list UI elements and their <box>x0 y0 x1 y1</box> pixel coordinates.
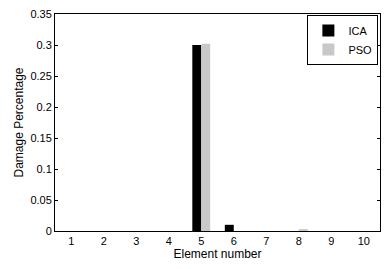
svg-text:0.05: 0.05 <box>30 194 51 206</box>
svg-text:8: 8 <box>296 235 302 247</box>
svg-text:0.15: 0.15 <box>30 132 51 144</box>
svg-text:PSO: PSO <box>348 44 372 56</box>
svg-text:0.2: 0.2 <box>37 101 52 113</box>
svg-text:3: 3 <box>133 235 139 247</box>
svg-text:ICA: ICA <box>348 25 367 37</box>
svg-text:9: 9 <box>328 235 334 247</box>
svg-text:Element number: Element number <box>173 247 261 261</box>
svg-text:0.25: 0.25 <box>30 70 51 82</box>
svg-text:0.35: 0.35 <box>30 8 51 20</box>
svg-text:Damage Percentage: Damage Percentage <box>12 67 26 177</box>
svg-text:0.3: 0.3 <box>37 39 52 51</box>
svg-text:10: 10 <box>358 235 370 247</box>
svg-text:0: 0 <box>46 225 52 237</box>
svg-text:2: 2 <box>101 235 107 247</box>
svg-text:1: 1 <box>68 235 74 247</box>
svg-text:7: 7 <box>263 235 269 247</box>
svg-text:6: 6 <box>231 235 237 247</box>
svg-text:0.1: 0.1 <box>37 163 52 175</box>
svg-text:5: 5 <box>198 235 204 247</box>
svg-text:4: 4 <box>166 235 172 247</box>
